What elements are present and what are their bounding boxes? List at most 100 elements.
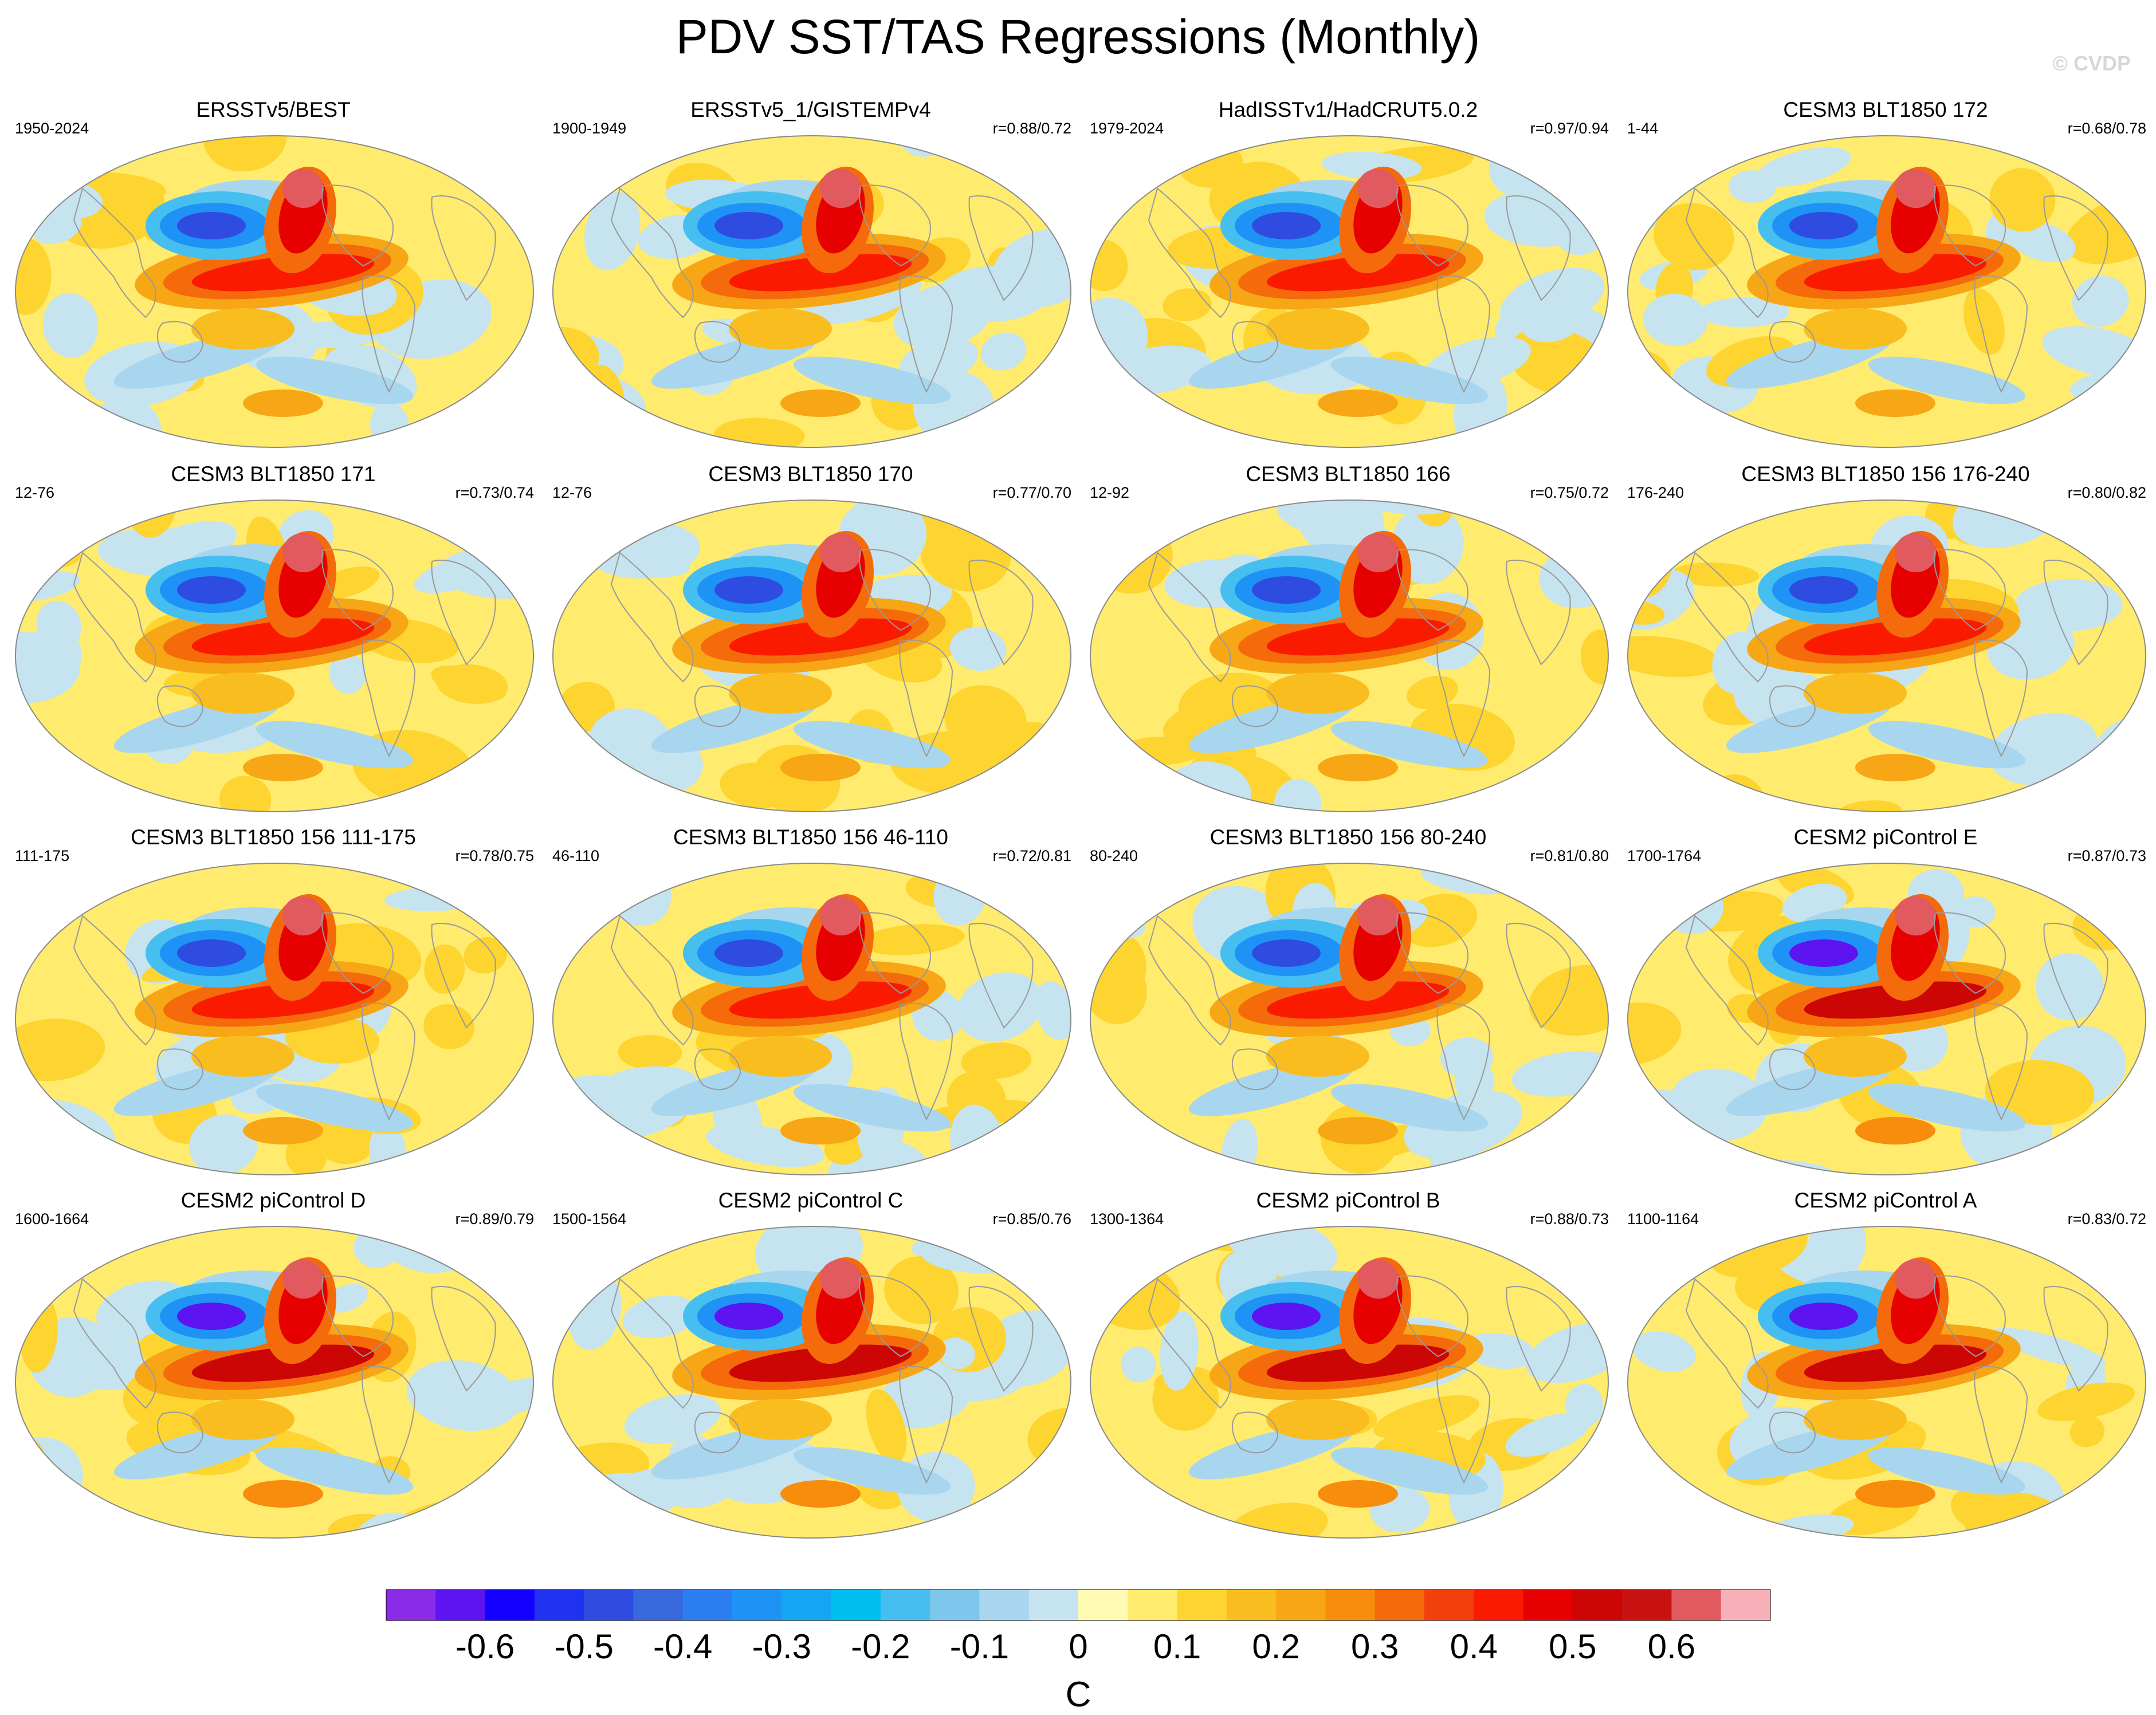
map-panel: CESM2 piControl A 1100-1164 r=0.83/0.72 bbox=[1619, 1188, 2152, 1543]
anomaly-patch bbox=[177, 939, 246, 967]
global-map bbox=[1090, 1226, 1609, 1539]
anomaly-patch bbox=[1521, 305, 1580, 343]
anomaly-patch bbox=[191, 981, 375, 1019]
coastline bbox=[899, 275, 953, 394]
panel-correlation: r=0.73/0.74 bbox=[455, 484, 534, 501]
colorbar-tick-label: -0.6 bbox=[455, 1627, 515, 1666]
colorbar-swatch bbox=[1424, 1590, 1474, 1620]
panel-years: 1-44 bbox=[1627, 120, 1659, 137]
map-panel: CESM2 piControl E 1700-1764 r=0.87/0.73 bbox=[1619, 825, 2152, 1180]
map-panel: ERSSTv5/BEST 1950-2024 bbox=[7, 97, 540, 453]
coastline bbox=[156, 685, 204, 727]
colorbar-swatch bbox=[831, 1590, 881, 1620]
map-panel: CESM2 piControl C 1500-1564 r=0.85/0.76 bbox=[544, 1188, 1077, 1543]
colorbar-tick-label: 0.5 bbox=[1549, 1627, 1596, 1666]
colorbar-unit: C bbox=[1066, 1675, 1091, 1714]
coastline bbox=[899, 1366, 953, 1484]
map-panel: CESM3 BLT1850 172 1-44 r=0.68/0.78 bbox=[1619, 97, 2152, 453]
anomaly-patch bbox=[729, 618, 912, 656]
coastline bbox=[1685, 1278, 1769, 1409]
global-map bbox=[15, 499, 534, 812]
coastline bbox=[1934, 1275, 2006, 1358]
anomaly-patch bbox=[1357, 1259, 1399, 1299]
colorbar-swatch bbox=[930, 1590, 980, 1620]
anomaly-patch bbox=[1266, 1399, 1369, 1440]
panel-correlation: r=0.72/0.81 bbox=[992, 847, 1071, 864]
panel-title: ERSSTv5/BEST bbox=[196, 98, 351, 121]
anomaly-patch bbox=[584, 192, 641, 271]
anomaly-patch bbox=[1804, 308, 1907, 349]
anomaly-patch bbox=[624, 1394, 721, 1444]
anomaly-patch bbox=[1357, 896, 1399, 936]
anomaly-patch bbox=[243, 1117, 323, 1144]
anomaly-patch bbox=[406, 1360, 520, 1431]
coastline bbox=[1974, 1002, 2028, 1121]
anomaly-patch bbox=[793, 1084, 951, 1132]
panel-correlation: r=0.75/0.72 bbox=[1530, 484, 1609, 501]
anomaly-patch bbox=[1804, 1399, 1907, 1440]
anomaly-patch bbox=[1581, 630, 1608, 685]
colorbar-tick-label: 0.4 bbox=[1450, 1627, 1498, 1666]
panel-title: CESM3 BLT1850 171 bbox=[171, 462, 376, 486]
panel-title: CESM3 BLT1850 170 bbox=[708, 462, 913, 486]
colorbar-tick-label: 0.2 bbox=[1252, 1627, 1299, 1666]
anomaly-patch bbox=[2071, 1226, 2145, 1276]
coastline bbox=[1231, 1411, 1279, 1454]
anomaly-patch bbox=[1573, 874, 1608, 904]
anomaly-patch bbox=[1252, 212, 1321, 239]
colorbar-swatch bbox=[1226, 1590, 1277, 1620]
coastline bbox=[1974, 639, 2028, 758]
anomaly-patch bbox=[860, 924, 965, 955]
anomaly-patch bbox=[1357, 168, 1399, 209]
anomaly-patch bbox=[1789, 212, 1858, 239]
anomaly-patch bbox=[1266, 1036, 1369, 1077]
panel-correlation: r=0.87/0.73 bbox=[2067, 847, 2146, 864]
map-border bbox=[15, 135, 534, 448]
global-map bbox=[1627, 1226, 2146, 1539]
anomaly-patch bbox=[1699, 297, 1790, 328]
colorbar-tick-label: -0.4 bbox=[653, 1627, 712, 1666]
anomaly-patch bbox=[1318, 1117, 1398, 1144]
panel-title: CESM3 BLT1850 172 bbox=[1783, 98, 1988, 121]
global-map bbox=[552, 1226, 1071, 1539]
map-border bbox=[1627, 499, 2146, 812]
colorbar-swatch bbox=[979, 1590, 1030, 1620]
coastline bbox=[73, 915, 156, 1046]
map-border bbox=[1627, 135, 2146, 448]
coastline bbox=[899, 639, 953, 758]
map-border bbox=[552, 135, 1071, 448]
anomaly-patch bbox=[944, 685, 1027, 754]
anomaly-patch bbox=[957, 972, 1043, 1042]
anomaly-patch bbox=[1628, 419, 1672, 447]
coastline bbox=[610, 1278, 694, 1409]
anomaly-patch bbox=[1090, 877, 1145, 919]
coastline bbox=[321, 1275, 394, 1358]
coastline bbox=[1769, 1048, 1816, 1091]
anomaly-patch bbox=[2103, 399, 2146, 432]
panel-title: CESM3 BLT1850 156 111-175 bbox=[131, 825, 416, 849]
anomaly-patch bbox=[820, 1259, 861, 1299]
coastline bbox=[899, 1002, 953, 1121]
panel-title: CESM2 piControl E bbox=[1793, 825, 1978, 849]
global-map bbox=[552, 499, 1071, 812]
map-border bbox=[1627, 863, 2146, 1175]
panel-correlation: r=0.80/0.82 bbox=[2067, 484, 2146, 501]
global-map bbox=[1627, 863, 2146, 1175]
panel-correlation: r=0.77/0.70 bbox=[992, 484, 1071, 501]
anomaly-patch bbox=[1464, 1332, 1535, 1369]
map-border bbox=[1090, 499, 1609, 812]
coastline bbox=[321, 184, 394, 267]
global-map bbox=[1090, 499, 1609, 812]
anomaly-patch bbox=[2037, 1382, 2135, 1422]
anomaly-patch bbox=[1274, 779, 1322, 812]
colorbar-swatch bbox=[1177, 1590, 1227, 1620]
colorbar-swatch bbox=[435, 1590, 486, 1620]
coastline bbox=[431, 560, 496, 666]
coastline bbox=[694, 1048, 741, 1091]
anomaly-patch bbox=[15, 632, 80, 703]
anomaly-patch bbox=[1330, 721, 1489, 769]
anomaly-patch bbox=[177, 576, 246, 604]
coastline bbox=[1934, 549, 2006, 631]
anomaly-patch bbox=[714, 576, 783, 604]
map-border bbox=[552, 1226, 1071, 1539]
